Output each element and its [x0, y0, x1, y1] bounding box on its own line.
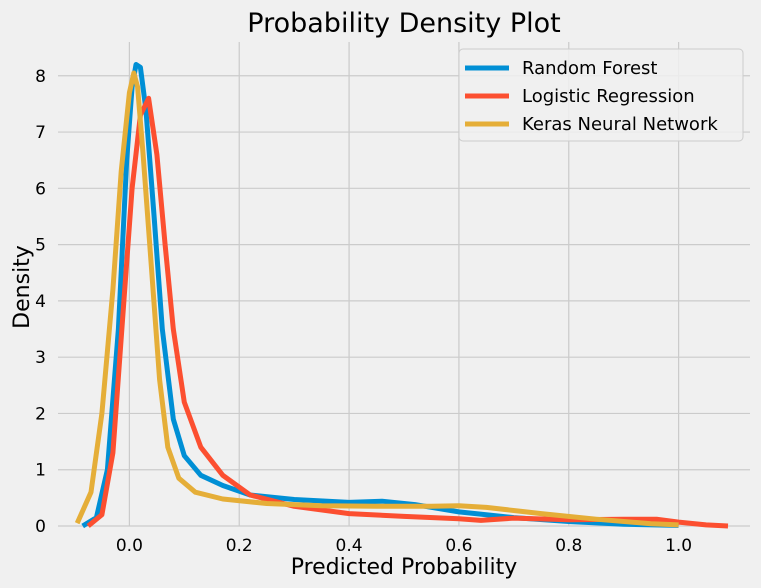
- legend-label-0: Random Forest: [522, 58, 657, 79]
- y-tick-label: 2: [35, 404, 46, 424]
- y-tick-label: 7: [35, 123, 46, 143]
- y-tick-label: 1: [35, 461, 46, 481]
- series-line-2: [74, 70, 679, 528]
- tick-labels: 0.0 0.2 0.4 0.6 0.8 1.0 0 1 2 3 4 5 6 7 8: [35, 67, 692, 556]
- chart-title: Probability Density Plot: [247, 8, 560, 39]
- y-tick-label: 6: [35, 179, 46, 199]
- x-tick-label: 0.8: [555, 536, 582, 556]
- series-line-0: [81, 62, 679, 529]
- legend-label-2: Keras Neural Network: [522, 114, 718, 135]
- legend-label-1: Logistic Regression: [522, 86, 695, 107]
- x-tick-label: 0.2: [226, 536, 253, 556]
- x-tick-label: 0.0: [116, 536, 143, 556]
- y-tick-label: 4: [35, 292, 46, 312]
- y-axis-label: Density: [10, 245, 35, 329]
- x-tick-label: 0.4: [336, 536, 363, 556]
- legend: Random Forest Logistic Regression Keras Ne…: [458, 48, 744, 142]
- x-tick-label: 0.6: [445, 536, 472, 556]
- y-tick-label: 8: [35, 67, 46, 87]
- y-tick-label: 3: [35, 348, 46, 368]
- x-axis-label: Predicted Probability: [291, 555, 518, 580]
- x-tick-label: 1.0: [665, 536, 692, 556]
- series-group: [74, 62, 729, 529]
- y-tick-label: 0: [35, 517, 46, 537]
- legend-box: [458, 48, 744, 142]
- y-tick-label: 5: [35, 236, 46, 256]
